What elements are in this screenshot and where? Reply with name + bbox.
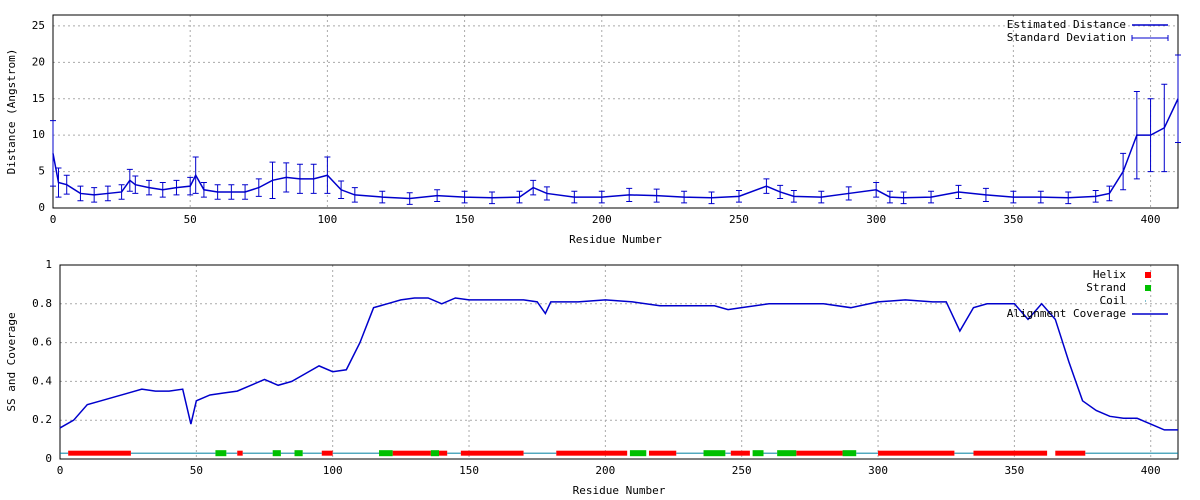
x-tick-label: 250 (732, 464, 752, 477)
y-axis-label: SS and Coverage (5, 312, 18, 411)
ss-segment (648, 450, 677, 456)
ss-segment (215, 450, 227, 457)
ss-segment (1055, 450, 1086, 456)
ss-segment (842, 450, 857, 457)
legend-error (1131, 35, 1169, 41)
y-tick-label: 0.2 (32, 413, 52, 426)
ss-segment (523, 452, 557, 454)
ss-segment (294, 450, 303, 457)
y-tick-label: 0.6 (32, 336, 52, 349)
ss-segment (856, 452, 879, 454)
x-tick-label: 0 (57, 464, 64, 477)
x-tick-label: 250 (729, 213, 749, 226)
y-tick-label: 0.4 (32, 374, 52, 387)
legend-label: Alignment Coverage (1007, 307, 1126, 320)
x-tick-label: 400 (1141, 464, 1161, 477)
ss-segment (725, 452, 731, 454)
ss-segment (878, 450, 955, 456)
x-tick-label: 200 (595, 464, 615, 477)
x-tick-label: 150 (459, 464, 479, 477)
data-line (59, 297, 1178, 431)
ss-segment (460, 450, 524, 456)
x-tick-label: 200 (592, 213, 612, 226)
x-axis-label: Residue Number (569, 233, 662, 246)
ss-segment (68, 450, 131, 456)
ss-segment (242, 452, 273, 454)
ss-segment (130, 452, 216, 454)
ss-segment (60, 452, 69, 454)
legend-label: Coil (1100, 294, 1127, 307)
ss-segment (332, 452, 380, 454)
ss-segment (703, 450, 726, 457)
x-tick-label: 400 (1141, 213, 1161, 226)
ss-segment (556, 450, 628, 456)
y-tick-label: 0.8 (32, 297, 52, 310)
data-line (52, 98, 1179, 200)
x-tick-label: 300 (868, 464, 888, 477)
ss-segment (676, 452, 704, 454)
ss-segment (447, 452, 461, 454)
ss-segment (973, 450, 1048, 456)
ss-segment (629, 450, 647, 457)
ss-segment (280, 452, 295, 454)
legend-swatch (1145, 300, 1146, 302)
ss-segment (226, 452, 238, 454)
x-tick-label: 100 (323, 464, 343, 477)
ss-segment (752, 450, 764, 457)
y-tick-label: 0 (45, 452, 52, 465)
ss-segment (392, 450, 431, 456)
y-tick-label: 5 (38, 165, 45, 178)
ss-segment (379, 450, 393, 457)
y-tick-label: 1 (45, 258, 52, 271)
x-axis-label: Residue Number (573, 484, 666, 497)
x-tick-label: 50 (184, 213, 197, 226)
ss-segment (302, 452, 322, 454)
y-tick-label: 15 (32, 92, 45, 105)
ss-segment (237, 450, 243, 456)
ss-segment (321, 450, 333, 456)
y-tick-label: 0 (38, 201, 45, 214)
y-tick-label: 20 (32, 55, 45, 68)
y-axis-label: Distance (Angstrom) (5, 49, 18, 175)
ss-segment (439, 450, 448, 456)
ss-segment (954, 452, 974, 454)
y-tick-label: 25 (32, 19, 45, 32)
x-tick-label: 300 (866, 213, 886, 226)
legend-label: Helix (1093, 268, 1126, 281)
ss-segment (272, 450, 281, 457)
x-tick-label: 50 (190, 464, 203, 477)
ss-segment (796, 450, 843, 456)
ss-segment (430, 450, 440, 457)
ss-segment (1085, 452, 1178, 454)
legend-label: Standard Deviation (1007, 31, 1126, 44)
x-tick-label: 0 (50, 213, 57, 226)
x-tick-label: 100 (317, 213, 337, 226)
legend-swatch (1145, 285, 1151, 291)
x-tick-label: 350 (1003, 213, 1023, 226)
legend-label: Estimated Distance (1007, 18, 1126, 31)
plot-frame (59, 264, 1179, 460)
y-tick-label: 10 (32, 128, 45, 141)
ss-segment (777, 450, 797, 457)
ss-segment (730, 450, 750, 456)
error-bar (50, 120, 56, 187)
legend-label: Strand (1086, 281, 1126, 294)
ss-segment (763, 452, 778, 454)
x-tick-label: 350 (1004, 464, 1024, 477)
x-tick-label: 150 (455, 213, 475, 226)
legend-swatch (1145, 272, 1151, 278)
